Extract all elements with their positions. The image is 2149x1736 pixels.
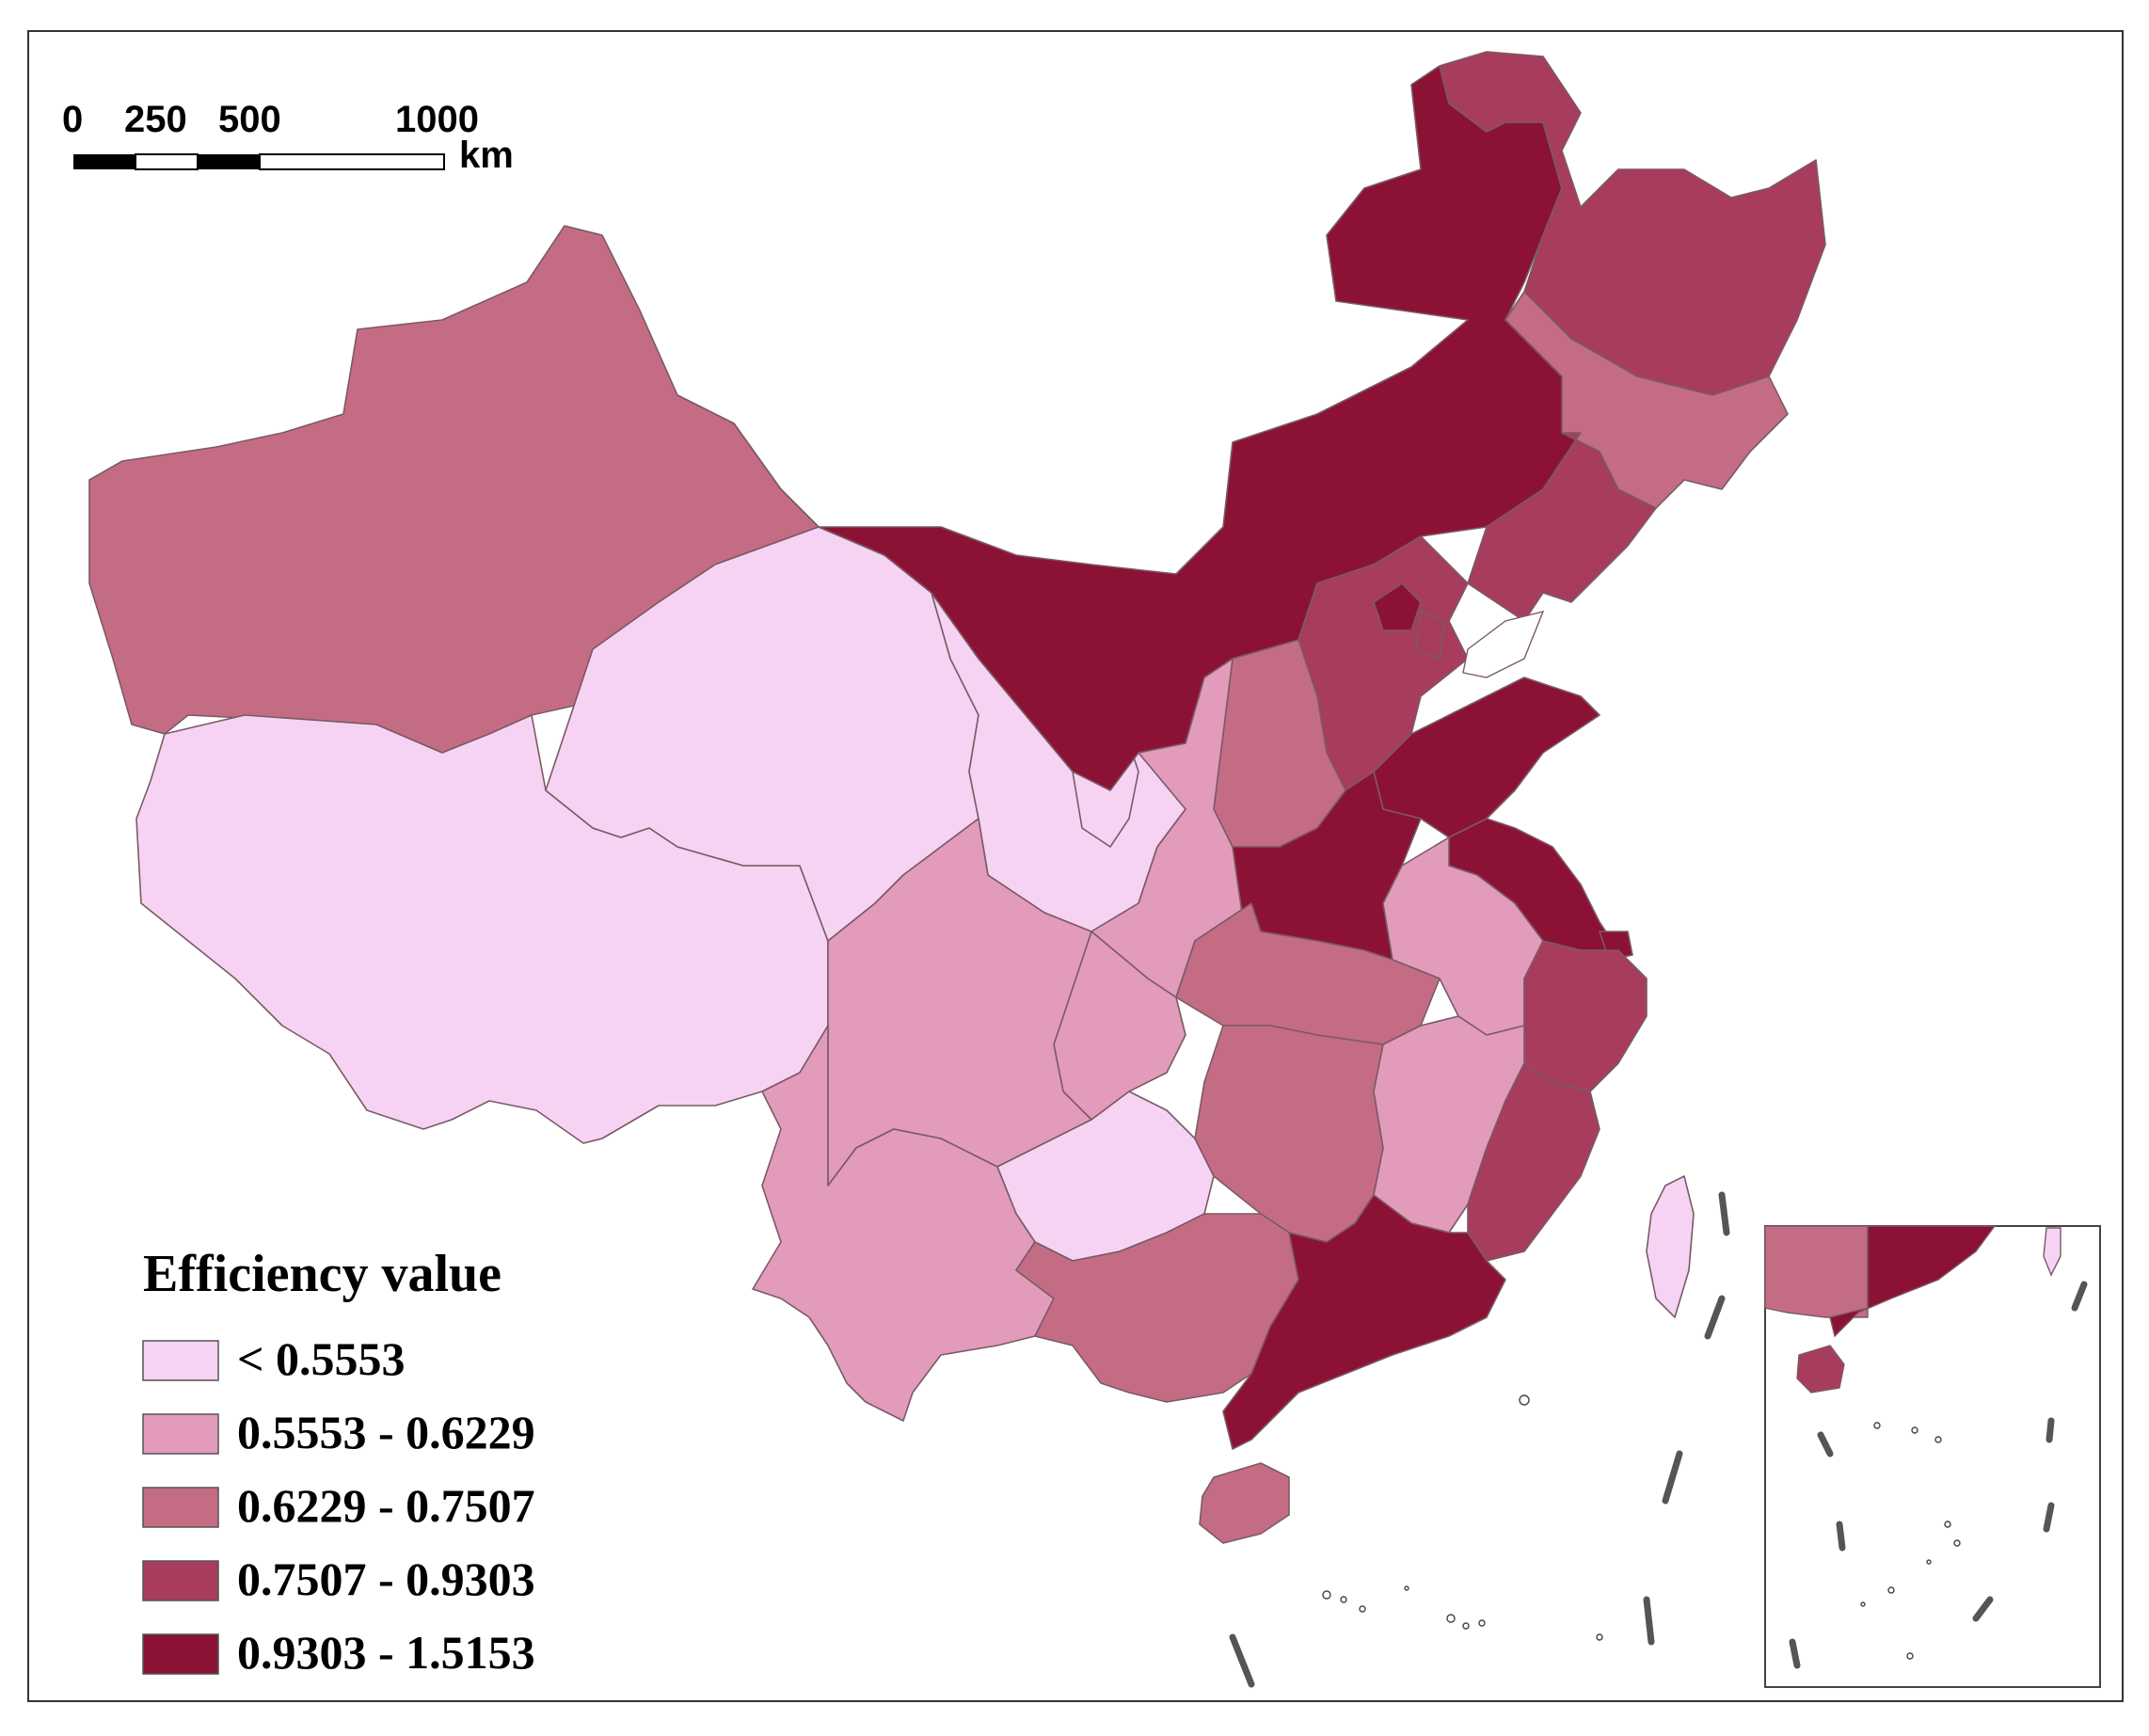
south-china-sea-islands xyxy=(1322,1394,1603,1641)
scale-label-1000: 1000 xyxy=(395,99,479,140)
legend-label-1: 0.5553 - 0.6229 xyxy=(237,1406,535,1458)
scale-label-500: 500 xyxy=(218,99,281,140)
region-tibet xyxy=(135,714,829,1144)
legend-label-3: 0.7507 - 0.9303 xyxy=(237,1553,535,1605)
region-shandong xyxy=(1373,677,1600,838)
legend-swatch-1 xyxy=(142,1413,219,1455)
region-taiwan xyxy=(1646,1175,1695,1318)
region-beijing xyxy=(1373,582,1422,631)
region-tianjin xyxy=(1415,611,1445,660)
bohai-sea xyxy=(1462,610,1545,678)
inset-hainan xyxy=(1796,1345,1845,1394)
region-jilin xyxy=(1504,291,1789,509)
inset-taiwan xyxy=(2043,1227,2061,1277)
legend-swatch-2 xyxy=(142,1487,219,1528)
scale-unit: km xyxy=(459,135,514,176)
south-china-sea-inset xyxy=(1764,1225,2101,1688)
legend-label-0: < 0.5553 xyxy=(237,1332,406,1385)
inset-guangdong xyxy=(1829,1225,1997,1338)
legend-swatch-0 xyxy=(142,1340,219,1381)
scale-bar: 0 250 500 1000 km xyxy=(62,99,514,176)
region-guangdong xyxy=(1222,1194,1506,1450)
scale-label-250: 250 xyxy=(124,99,187,140)
nine-dash-line xyxy=(1229,1191,1730,1688)
province-layer xyxy=(88,51,1826,1544)
region-liaoning xyxy=(1467,432,1657,622)
legend-label-4: 0.9303 - 1.5153 xyxy=(237,1626,535,1679)
inset-guangxi xyxy=(1764,1225,1869,1318)
region-heilongjiang xyxy=(1439,51,1826,396)
legend-swatch-3 xyxy=(142,1560,219,1601)
legend-swatch-4 xyxy=(142,1633,219,1675)
region-zhejiang xyxy=(1523,940,1648,1092)
region-fujian xyxy=(1467,1062,1600,1262)
legend: Efficiency value < 0.5553 0.5553 - 0.6229… xyxy=(142,1245,535,1679)
scale-label-0: 0 xyxy=(62,99,83,140)
region-yunnan xyxy=(752,1025,1055,1422)
legend-title: Efficiency value xyxy=(143,1245,501,1303)
region-hainan xyxy=(1199,1462,1290,1544)
legend-label-2: 0.6229 - 0.7507 xyxy=(237,1479,535,1532)
